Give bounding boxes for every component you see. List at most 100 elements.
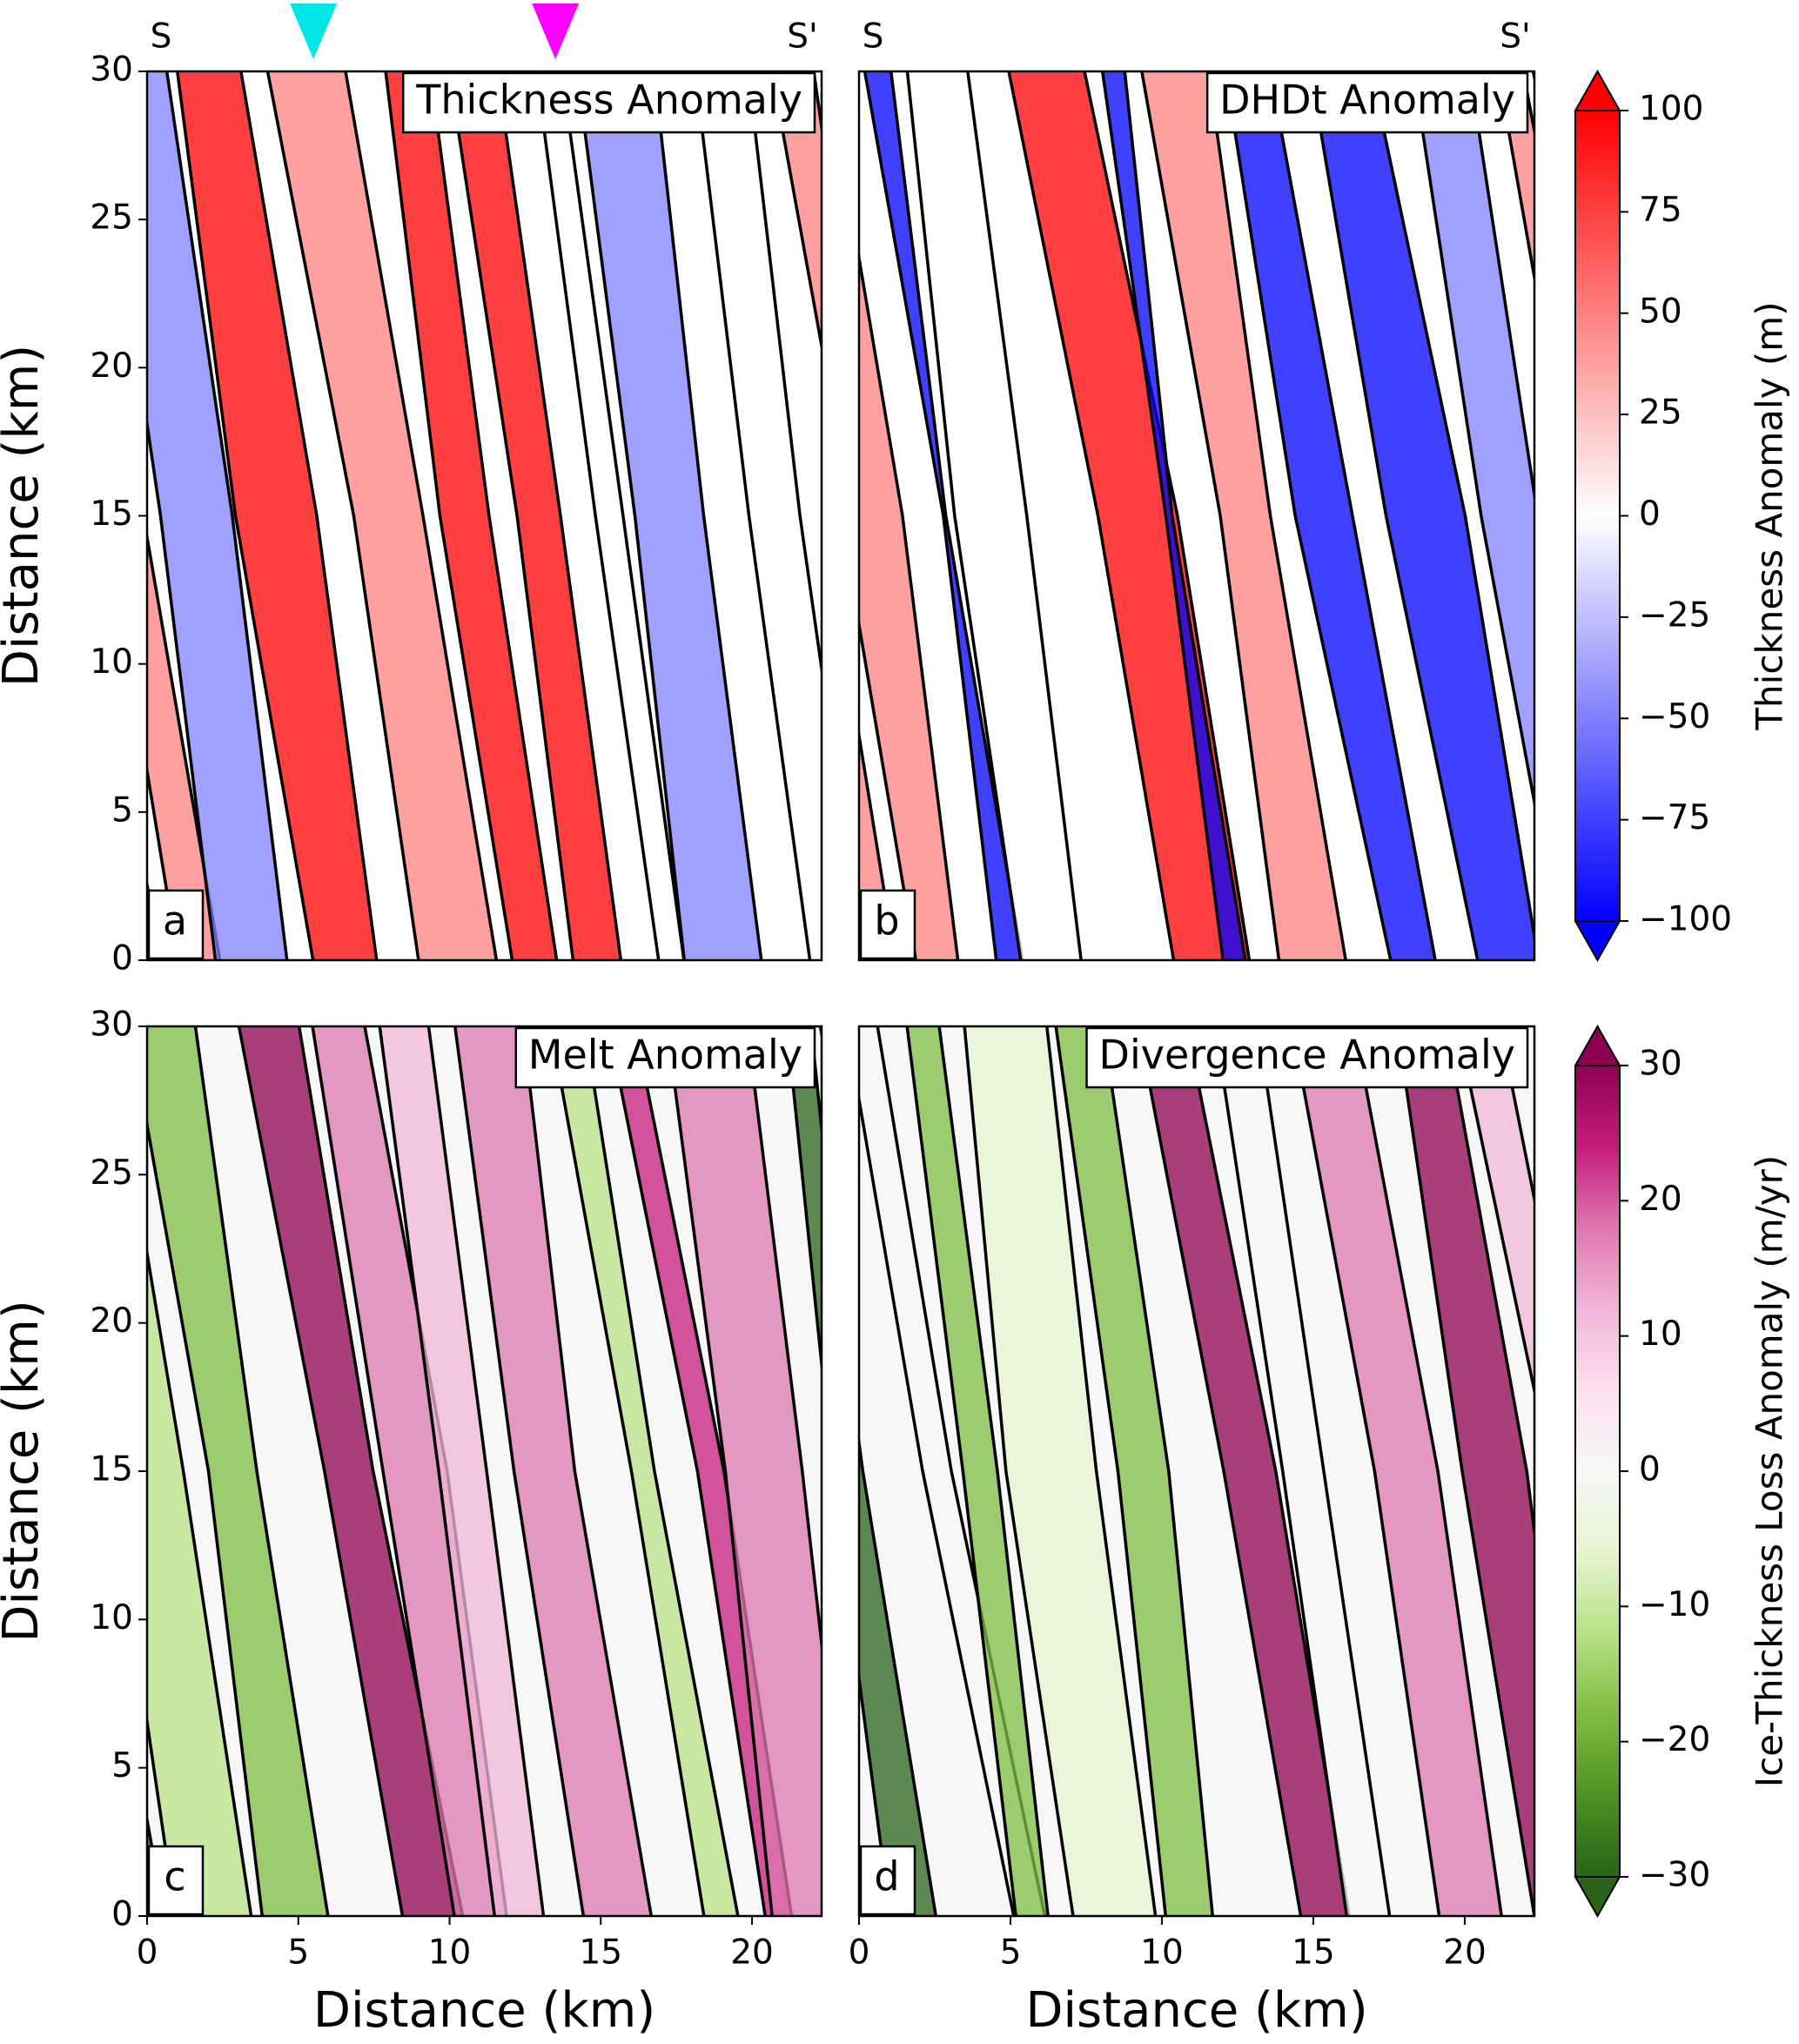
field-band xyxy=(1054,1026,1215,1916)
y-axis-label: Distance (km) xyxy=(0,345,50,687)
field-band xyxy=(534,71,686,960)
title-box xyxy=(402,71,816,134)
colorbar-extend xyxy=(1574,1876,1621,1919)
field-band xyxy=(1395,1026,1534,1916)
field xyxy=(147,71,822,960)
y-axis-label: Distance (km) xyxy=(0,1300,50,1642)
colorbar-tick-label: −50 xyxy=(1639,697,1710,736)
colorbar-tick-label: 0 xyxy=(1639,494,1661,534)
field-band xyxy=(770,71,822,354)
field-band xyxy=(905,71,1083,960)
section-label: S' xyxy=(1500,17,1530,57)
panel-frame xyxy=(857,1025,1536,1918)
title-box xyxy=(1085,1026,1529,1089)
field-band xyxy=(384,71,559,960)
field-band xyxy=(1224,71,1437,960)
x-tick-label: 10 xyxy=(428,1933,472,1973)
colorbar-tick-label: −75 xyxy=(1639,798,1710,837)
y-tick-label: 25 xyxy=(90,198,133,238)
panel-label-box xyxy=(147,1845,205,1916)
field-band xyxy=(176,71,379,960)
colorbar-extend xyxy=(1574,1024,1621,1066)
y-tick-label: 20 xyxy=(90,1301,133,1341)
x-tick-label: 0 xyxy=(849,1933,870,1973)
y-tick-label: 10 xyxy=(90,1598,133,1637)
field-band xyxy=(147,1026,330,1916)
section-marker xyxy=(290,3,338,59)
y-tick-label: 15 xyxy=(90,494,133,534)
field-band xyxy=(1290,1026,1503,1916)
panel-label: a xyxy=(163,898,187,945)
field xyxy=(147,1026,822,1916)
field-band xyxy=(1213,1026,1392,1916)
field-band xyxy=(548,1026,740,1916)
field-band xyxy=(859,249,960,960)
field-band xyxy=(453,1026,654,1916)
field-band xyxy=(447,71,623,960)
field-band xyxy=(1100,71,1247,960)
field-band xyxy=(265,71,499,960)
colorbar-tick-label: −10 xyxy=(1639,1585,1710,1624)
colorbar-extend xyxy=(1574,920,1621,963)
x-tick-label: 5 xyxy=(287,1933,309,1973)
field-band xyxy=(1309,71,1534,960)
field xyxy=(859,71,1534,960)
field-band xyxy=(785,1026,822,1379)
x-tick-label: 5 xyxy=(1000,1933,1022,1973)
panel-title: DHDt Anomaly xyxy=(1219,77,1515,124)
field-band xyxy=(575,71,763,960)
colorbar-tick-label: 30 xyxy=(1639,1045,1682,1084)
title-box xyxy=(514,1026,816,1089)
field-band xyxy=(1137,1026,1351,1916)
y-tick-label: 0 xyxy=(111,939,133,978)
colorbar-extend xyxy=(1574,69,1621,111)
colorbar-tick-label: 0 xyxy=(1639,1450,1661,1489)
y-tick-label: 0 xyxy=(111,1895,133,1934)
field-band xyxy=(311,1026,508,1916)
x-tick-label: 20 xyxy=(1443,1933,1487,1973)
field-band xyxy=(1455,1026,1534,1398)
y-tick-label: 15 xyxy=(90,1450,133,1489)
colorbar xyxy=(1575,111,1620,921)
section-label: S xyxy=(151,17,172,57)
field-band xyxy=(1007,71,1252,960)
x-axis-label: Distance (km) xyxy=(313,1982,655,2039)
panel-label-box xyxy=(859,1845,916,1916)
panel-title: Melt Anomaly xyxy=(528,1032,802,1079)
panel-frame xyxy=(857,70,1536,962)
colorbar-label: Thickness Anomaly (m) xyxy=(1749,301,1791,730)
y-tick-label: 30 xyxy=(90,1005,133,1045)
x-tick-label: 20 xyxy=(730,1933,774,1973)
field-band xyxy=(147,1244,253,1916)
panel-label-box xyxy=(859,889,916,960)
colorbar-tick-label: 75 xyxy=(1639,191,1682,230)
x-tick-label: 0 xyxy=(137,1933,158,1973)
panel-label: b xyxy=(874,898,899,945)
y-tick-label: 30 xyxy=(90,50,133,90)
colorbar-tick-label: −100 xyxy=(1639,900,1732,939)
colorbar-tick-label: 25 xyxy=(1639,393,1682,433)
colorbar-tick-label: −20 xyxy=(1639,1720,1710,1759)
panel-label: d xyxy=(874,1853,899,1900)
section-marker xyxy=(532,3,580,59)
section-label: S xyxy=(863,17,884,57)
field-band xyxy=(1140,71,1347,960)
colorbar-tick-label: 100 xyxy=(1639,90,1703,129)
y-tick-label: 25 xyxy=(90,1153,133,1193)
field-band xyxy=(1412,71,1534,811)
x-tick-label: 15 xyxy=(579,1933,622,1973)
field-band xyxy=(963,1026,1158,1916)
colorbar-tick-label: 10 xyxy=(1639,1314,1682,1354)
panel-label-box xyxy=(147,889,205,960)
y-tick-label: 5 xyxy=(111,790,133,830)
colorbar-label: Ice-Thickness Loss Anomaly (m/yr) xyxy=(1749,1155,1791,1788)
field-band xyxy=(665,1026,822,1916)
field-band xyxy=(693,71,822,960)
section-label: S' xyxy=(787,17,817,57)
panel-title: Divergence Anomaly xyxy=(1099,1032,1515,1079)
title-box xyxy=(1205,71,1529,134)
field-band xyxy=(859,1431,938,1916)
field-band xyxy=(237,1026,465,1916)
field-band xyxy=(378,1026,546,1916)
